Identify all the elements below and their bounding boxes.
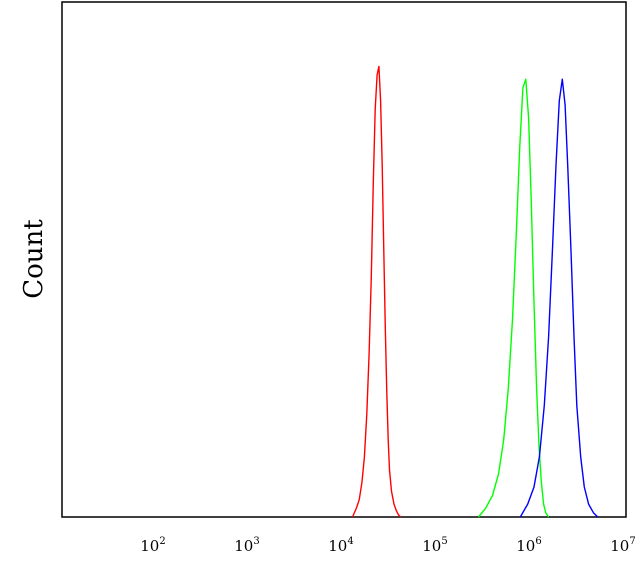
x-tick-label: 102 bbox=[140, 536, 165, 555]
x-tick-exponent: 2 bbox=[159, 536, 165, 547]
x-tick-exponent: 6 bbox=[535, 536, 541, 547]
x-tick-base: 10 bbox=[422, 537, 441, 555]
x-tick-exponent: 5 bbox=[441, 536, 447, 547]
x-tick-base: 10 bbox=[234, 537, 253, 555]
histogram-series-1 bbox=[351, 65, 402, 518]
x-tick-label: 105 bbox=[422, 536, 447, 555]
x-tick-label: 103 bbox=[234, 536, 259, 555]
y-axis-label: Count bbox=[19, 219, 49, 299]
histogram-series-3 bbox=[519, 78, 599, 518]
x-tick-labels: 102 103 104 105 106 107 bbox=[140, 536, 635, 555]
series-layer bbox=[351, 65, 599, 518]
plot-area bbox=[61, 1, 627, 518]
x-tick-exponent: 7 bbox=[629, 536, 635, 547]
x-tick-base: 10 bbox=[328, 537, 347, 555]
x-tick-label: 104 bbox=[328, 536, 353, 555]
x-tick-base: 10 bbox=[140, 537, 159, 555]
histogram-series-2 bbox=[477, 78, 550, 518]
x-tick-label: 106 bbox=[516, 536, 541, 555]
x-tick-base: 10 bbox=[516, 537, 535, 555]
x-tick-base: 10 bbox=[610, 537, 629, 555]
x-tick-exponent: 4 bbox=[347, 536, 353, 547]
x-tick-exponent: 3 bbox=[253, 536, 259, 547]
x-tick-label: 107 bbox=[610, 536, 635, 555]
